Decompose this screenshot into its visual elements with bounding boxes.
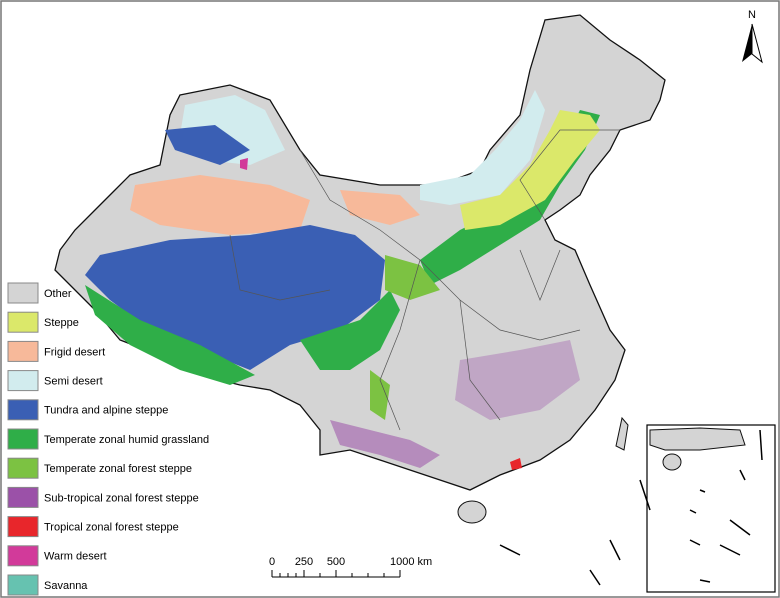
inset-coast [649, 427, 746, 451]
legend-swatch [7, 574, 39, 596]
legend-swatch [7, 399, 39, 421]
legend-label: Tundra and alpine steppe [44, 405, 168, 417]
legend-swatch [7, 311, 39, 333]
legend-label: Frigid desert [44, 346, 105, 358]
legend-label: Tropical zonal forest steppe [44, 522, 179, 534]
region [240, 158, 248, 170]
scale-label: 500 [327, 556, 345, 568]
region [455, 340, 580, 420]
region [510, 458, 522, 470]
legend: Other Steppe Frigid desert Semi desert Tundr… [7, 282, 209, 596]
region [420, 90, 545, 205]
legend-label: Steppe [44, 317, 79, 329]
inset-islands [689, 429, 763, 583]
region [370, 370, 390, 420]
region [330, 420, 440, 468]
scale-label: 0 [269, 556, 275, 568]
region [300, 290, 400, 370]
legend-swatch [7, 516, 39, 538]
scale-label: 250 [295, 556, 313, 568]
hainan [457, 500, 487, 524]
region [460, 110, 600, 230]
legend-swatch [7, 340, 39, 362]
legend-swatch [7, 457, 39, 479]
north-label: N [748, 9, 756, 21]
legend-swatch [7, 486, 39, 508]
legend-label: Sub-tropical zonal forest steppe [44, 492, 199, 504]
legend-swatch [7, 370, 39, 392]
scale-ticks [271, 570, 401, 578]
legend-label: Warm desert [44, 551, 107, 563]
inset-frame [646, 424, 776, 593]
legend-swatch [7, 545, 39, 567]
north-arrow-right [751, 23, 763, 64]
region [420, 110, 600, 285]
north-arrow-left [742, 24, 752, 62]
region [85, 285, 255, 385]
legend-label: Semi desert [44, 376, 103, 388]
sea-lines [499, 479, 651, 586]
north-arrow: N [742, 9, 763, 64]
taiwan [615, 416, 629, 451]
inset-hainan [662, 453, 682, 471]
china-map [54, 14, 666, 524]
legend-label: Other [44, 288, 72, 300]
legend-swatch [7, 282, 39, 304]
scale-label: 1000 km [390, 556, 432, 568]
province-borders [229, 129, 620, 431]
legend-swatch [7, 428, 39, 450]
region [385, 255, 440, 300]
legend-label: Temperate zonal humid grassland [44, 434, 209, 446]
legend-label: Savanna [44, 580, 88, 592]
scale-bar: 0 250 500 1000 km [269, 556, 432, 578]
legend-label: Temperate zonal forest steppe [44, 463, 192, 475]
inset [646, 424, 776, 593]
region [130, 175, 310, 235]
region [165, 125, 250, 165]
region [340, 190, 420, 225]
